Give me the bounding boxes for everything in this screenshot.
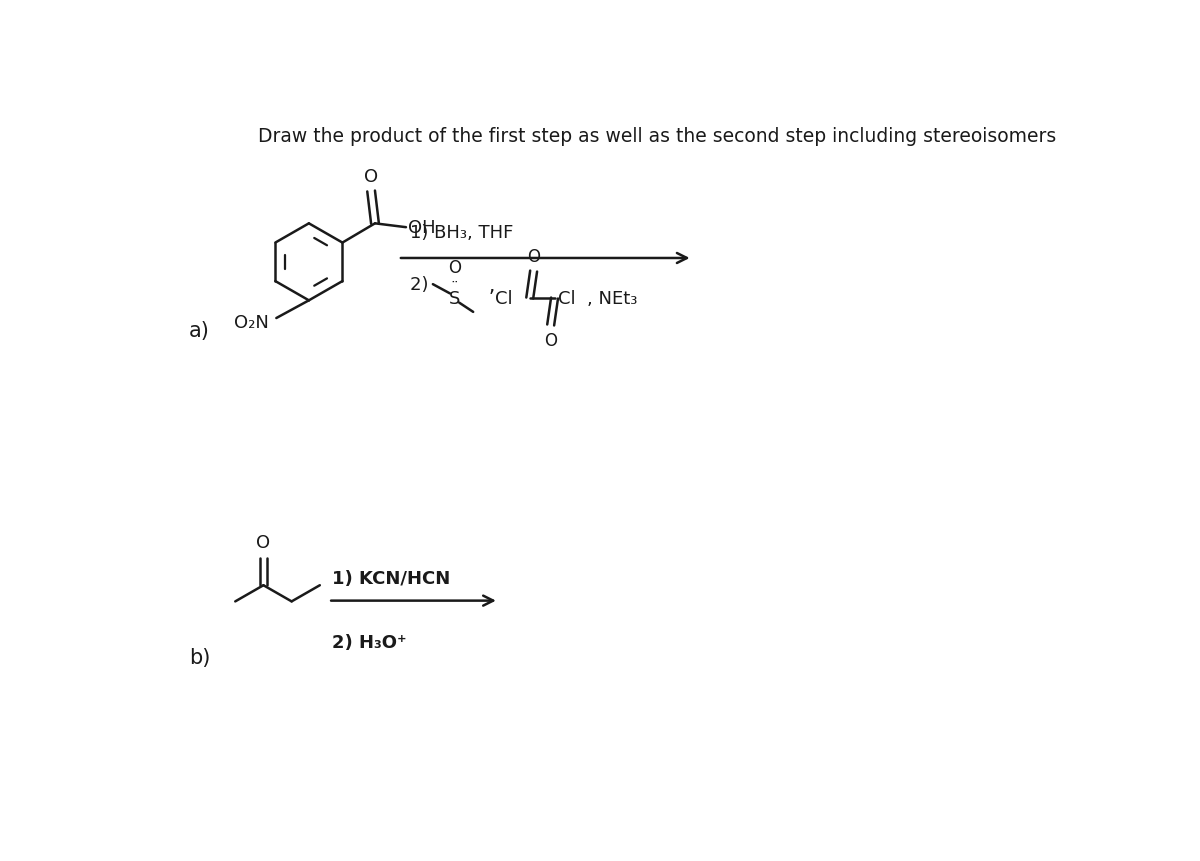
Text: OH: OH	[408, 219, 436, 237]
Text: 2) H₃O⁺: 2) H₃O⁺	[332, 633, 407, 651]
Text: , NEt₃: , NEt₃	[587, 289, 637, 307]
Text: O: O	[448, 259, 461, 277]
Text: O: O	[257, 533, 270, 551]
Text: Cl: Cl	[496, 289, 512, 307]
Text: a): a)	[188, 320, 210, 340]
Text: ¨: ¨	[451, 281, 458, 295]
Text: 1) KCN/HCN: 1) KCN/HCN	[332, 569, 450, 587]
Text: ’: ’	[481, 288, 494, 308]
Text: O: O	[544, 331, 557, 350]
Text: b): b)	[188, 647, 210, 667]
Text: Cl: Cl	[558, 289, 575, 307]
Text: Draw the product of the first step as well as the second step including stereois: Draw the product of the first step as we…	[258, 127, 1056, 146]
Text: 1) BH₃, THF: 1) BH₃, THF	[409, 224, 514, 242]
Text: 2): 2)	[409, 276, 434, 294]
Text: O: O	[527, 248, 540, 265]
Text: O₂N: O₂N	[234, 313, 269, 331]
Text: S: S	[449, 289, 461, 307]
Text: O: O	[364, 168, 378, 186]
